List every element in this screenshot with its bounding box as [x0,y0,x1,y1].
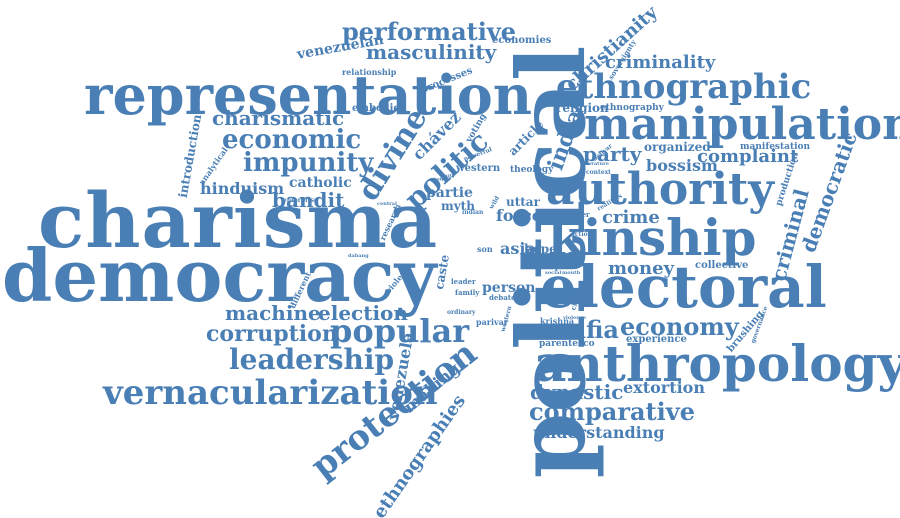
word-partie: partie [426,185,473,201]
word-owned: owned [482,355,529,370]
word-kinship: kinship [548,208,757,267]
word-electoral: electoral [540,253,827,321]
word-central: central [377,201,397,207]
word-uttar: uttar [506,195,540,209]
word-son: son [477,244,493,254]
word-crime: crime [602,207,660,228]
word-money: money [608,258,675,279]
word-bossism: bossism [646,156,718,175]
word-impunity: impunity [243,148,374,178]
word-relationship: relationship [342,67,397,77]
word-ordinary: ordinary [447,309,476,316]
word-explore: explore [545,261,579,271]
word-violence: violence [563,315,587,321]
word-krishna: krishna [540,316,575,326]
word-debate: debate [489,293,516,302]
word-ethnography: ethnography [600,103,664,113]
word-understanding: understanding [533,423,665,442]
word-literature: literature [582,161,609,167]
word-action: action [571,231,592,238]
word-dabang: dabang [348,253,369,259]
word-context: context [586,169,611,176]
word-organized: organized [644,140,711,154]
word-indian: indian [462,209,484,216]
word-performative: performative [342,17,517,46]
word-collective: collective [695,260,749,271]
word-social: social [545,270,562,276]
word-asia: asia [500,239,536,258]
word-person: person [482,280,536,296]
word-force: force [496,206,542,225]
word-complaint: complaint [697,146,799,167]
word-economic: economic [222,125,362,155]
word-criminality: criminality [605,52,716,73]
word-bandit: bandit [272,188,345,212]
word-economies: economies [492,35,552,46]
word-popular: popular [330,312,470,350]
word-religion: religion [556,101,609,115]
word-family: family [455,288,480,297]
word-representation: representation [84,63,533,127]
word-ethnographic: ethnographic [556,67,812,107]
word-democracy: democracy [2,233,437,318]
word-myth: myth [441,199,475,213]
word-extortion: extortion [623,378,705,397]
word-leadership: leadership [229,343,395,376]
word-machine: machine [225,301,321,325]
word-charismatic: charismatic [212,106,345,130]
word-catholic: catholic [289,175,352,191]
word-manipulation: manipulation [584,99,900,150]
word-economy: economy [620,312,739,341]
word-political: political [497,45,607,479]
word-mouth: mouth [562,270,581,276]
word-hope: hope [524,242,557,256]
word-election: election [318,301,408,325]
word-authority: authority [546,164,774,215]
word-charisma: charisma [38,176,439,265]
word-parivar: parivar [476,317,509,327]
word-comparative: comparative [529,397,695,426]
word-leader: leader [451,277,476,286]
word-experience: experience [626,334,687,345]
word-corruption: corruption [206,321,338,347]
word-enterprise: enterprise [283,197,318,204]
word-theology: theology [510,165,554,175]
word-parentesco: parentesco [539,339,595,349]
word-dynastic: dynastic [530,380,624,404]
word-mafia: mafia [545,315,619,344]
word-party: party [583,142,642,166]
word-western: western [456,163,501,174]
word-masculinity: masculinity [366,40,497,64]
word-vernacularization: vernacularization [103,373,438,413]
word-power: power [566,210,590,219]
word-embodied: embodied [352,103,407,114]
word-hinduism: hinduism [200,179,285,198]
word-anthropology: anthropology [534,334,900,393]
word-manifestation: manifestation [740,142,811,152]
